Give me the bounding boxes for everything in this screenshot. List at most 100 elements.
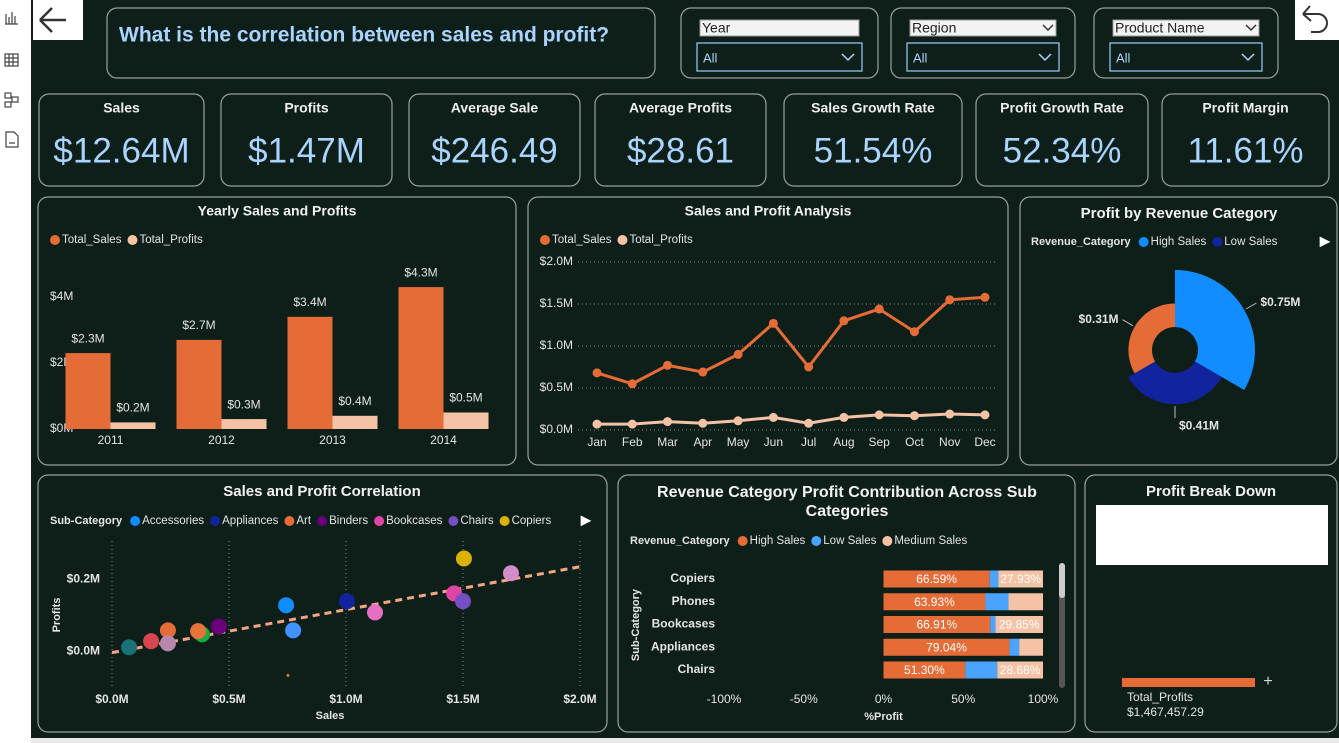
breakdown-value: $1,467,457.29 (1127, 705, 1204, 719)
line-point[interactable] (839, 316, 849, 326)
scatter-point[interactable] (285, 622, 302, 639)
legend-label: Bookcases (386, 515, 443, 527)
scatter-point[interactable] (190, 623, 207, 640)
line-point[interactable] (733, 349, 743, 359)
bar[interactable] (110, 422, 156, 429)
line-point[interactable] (909, 327, 919, 337)
x-tick-label: 0% (875, 692, 893, 706)
line-point[interactable] (909, 411, 919, 421)
line-point[interactable] (627, 419, 637, 429)
bar-segment[interactable] (1008, 593, 1043, 611)
legend-title: Revenue_Category (1031, 236, 1132, 248)
doc-icon[interactable] (5, 131, 19, 148)
line-point[interactable] (839, 412, 849, 422)
scroll-thumb[interactable] (1059, 563, 1065, 598)
line-point[interactable] (733, 416, 743, 426)
line-point[interactable] (980, 410, 990, 420)
line-point[interactable] (698, 418, 708, 428)
table-icon[interactable] (4, 53, 19, 67)
data-label: $2.7M (182, 318, 215, 332)
x-tick-label: May (727, 435, 750, 449)
filter-value: All (703, 50, 718, 65)
scatter-point[interactable] (159, 622, 176, 639)
pie-slice[interactable] (1175, 270, 1255, 390)
legend-next[interactable]: ▶ (581, 512, 592, 528)
bar[interactable] (443, 412, 489, 430)
undo-arrow (1302, 5, 1328, 33)
scatter-point[interactable] (121, 639, 138, 656)
filter-dropdown[interactable] (906, 42, 1060, 72)
line-point[interactable] (874, 410, 884, 420)
scatter-point[interactable] (143, 633, 160, 650)
bar-segment[interactable] (998, 570, 1043, 588)
scatter-point[interactable] (278, 597, 295, 614)
bar[interactable] (398, 287, 444, 429)
bar[interactable] (221, 419, 267, 429)
chart-card (527, 196, 1009, 466)
line-point[interactable] (945, 409, 955, 419)
data-label: $3.4M (293, 295, 326, 309)
legend-label: Medium Sales (894, 535, 967, 547)
line-point[interactable] (804, 362, 814, 372)
bar-segment[interactable] (883, 570, 990, 588)
y-tick-label: Appliances (651, 639, 715, 653)
line-point[interactable] (768, 412, 778, 422)
model-icon[interactable] (4, 92, 12, 99)
bar-segment[interactable] (997, 661, 1043, 679)
breakdown-bar[interactable] (1122, 678, 1255, 687)
pie-slice[interactable] (1128, 361, 1222, 405)
x-tick-label: Jun (764, 435, 783, 449)
scatter-point[interactable] (159, 635, 176, 652)
line-point[interactable] (980, 292, 990, 302)
bar-segment[interactable] (995, 616, 1043, 633)
bar[interactable] (176, 339, 222, 429)
line-point[interactable] (945, 295, 955, 305)
bar-segment[interactable] (883, 638, 1010, 656)
report-icon[interactable] (5, 12, 18, 25)
bar[interactable] (332, 415, 378, 429)
expand-icon[interactable]: + (1263, 673, 1272, 690)
scatter-point[interactable] (455, 593, 471, 610)
bar-segment[interactable] (965, 661, 998, 679)
bar-segment[interactable] (990, 616, 996, 633)
filter-dropdown[interactable] (1109, 42, 1263, 72)
breakdown-panel (1096, 505, 1328, 565)
line-point[interactable] (627, 379, 637, 389)
scatter-point[interactable] (367, 604, 384, 621)
scatter-point[interactable] (210, 618, 227, 635)
bar-segment[interactable] (883, 661, 966, 679)
line-point[interactable] (698, 367, 708, 377)
bar-segment[interactable] (883, 593, 986, 611)
bar-segment[interactable] (985, 593, 1009, 611)
line-point[interactable] (663, 360, 673, 370)
data-label: $2.3M (71, 331, 104, 345)
line-point[interactable] (663, 417, 673, 427)
bar-segment[interactable] (883, 616, 991, 633)
line-point[interactable] (592, 419, 602, 429)
pie-slice[interactable] (1128, 303, 1175, 374)
scatter-point[interactable] (502, 565, 519, 582)
bar-segment[interactable] (1019, 638, 1043, 656)
line-point[interactable] (874, 304, 884, 314)
bar-segment[interactable] (1009, 638, 1020, 656)
kpi-label: Average Profits (629, 100, 732, 116)
data-label: 66.91% (917, 618, 958, 632)
line-point[interactable] (592, 368, 602, 378)
scatter-point[interactable] (286, 673, 290, 677)
bar[interactable] (65, 353, 111, 429)
bar-segment[interactable] (989, 570, 999, 588)
legend-marker (540, 235, 550, 245)
y-tick-label: $0.2M (67, 572, 100, 586)
line-point[interactable] (768, 318, 778, 328)
scatter-point[interactable] (455, 550, 472, 567)
kpi-card (783, 93, 963, 187)
legend-label: Accessories (142, 515, 204, 527)
scatter-point[interactable] (338, 593, 355, 610)
undo-button[interactable] (1295, 0, 1339, 40)
bar[interactable] (287, 316, 333, 429)
legend-marker (617, 235, 628, 245)
legend-next[interactable]: ▶ (1320, 233, 1331, 249)
chart-title: Sales and Profit Analysis (685, 203, 852, 219)
line-point[interactable] (804, 418, 814, 428)
filter-dropdown[interactable] (696, 42, 863, 72)
